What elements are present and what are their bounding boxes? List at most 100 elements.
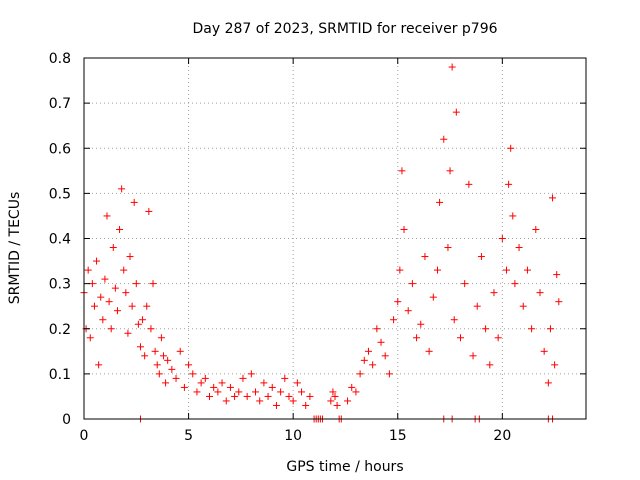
data-point [149,280,157,288]
data-point [231,392,239,400]
data-point [120,266,128,274]
data-point [360,356,368,364]
data-point [408,280,416,288]
data-point [400,225,408,233]
y-tick-label: 0 [62,412,71,428]
data-point [503,266,511,274]
data-point [107,325,115,333]
data-point [147,325,155,333]
data-point [136,343,144,351]
data-point [189,370,197,378]
data-point [498,235,506,242]
x-tick-label: 10 [284,428,302,444]
data-point [185,361,193,369]
data-point [515,244,523,252]
data-point [490,289,498,297]
data-point [95,361,103,369]
x-tick-label: 15 [389,428,407,444]
data-point [157,334,165,342]
data-point [122,289,130,297]
data-point [143,302,151,310]
data-point [344,397,352,405]
data-point [155,370,163,378]
data-point [277,388,285,396]
data-point [222,397,230,405]
data-point [413,334,421,342]
data-point [546,325,554,333]
data-point [329,388,337,396]
y-tick-label: 0.2 [49,322,71,338]
data-point [433,266,441,274]
data-point [128,302,136,310]
data-point [210,383,218,391]
y-tick-label: 0.4 [49,232,71,248]
data-point [544,379,552,387]
data-point [145,207,153,215]
data-point [348,383,356,391]
data-point [118,185,126,193]
data-point [90,302,98,310]
data-point [421,253,429,261]
data-point [289,397,297,405]
data-point [450,316,458,324]
data-point [356,370,364,378]
data-point [511,280,519,288]
data-point [553,271,561,279]
data-point [99,316,107,324]
data-point [164,356,172,364]
data-point [247,370,255,378]
data-point [390,316,398,324]
data-point [172,374,180,382]
chart-title: Day 287 of 2023, SRMTID for receiver p79… [192,21,497,37]
data-point [381,352,389,360]
data-point [352,388,360,396]
data-point [126,253,134,261]
data-point [239,374,247,382]
data-point [486,361,494,369]
data-point [113,307,121,315]
data-point [540,347,548,355]
data-point [364,347,372,355]
data-point [396,266,404,274]
data-point [159,352,167,360]
data-point [417,320,425,328]
y-tick-label: 0.6 [49,141,71,157]
x-tick-label: 20 [493,428,511,444]
data-point [141,352,149,360]
data-point [86,334,94,342]
data-point [377,338,385,346]
data-point [394,298,402,306]
data-point [134,320,142,328]
data-point [151,347,159,355]
data-point [404,307,412,315]
data-point [398,167,406,175]
data-point [93,257,101,265]
x-tick-label: 0 [80,428,89,444]
y-tick-label: 0.8 [49,51,71,67]
data-point [469,352,477,360]
data-point [549,194,557,202]
data-point [97,293,105,301]
data-point [218,379,226,387]
data-point [176,347,184,355]
data-point [268,383,276,391]
data-point [197,379,205,387]
data-point [111,284,119,292]
data-point [477,253,485,261]
data-point [264,392,272,400]
data-point [509,212,517,220]
data-point [206,392,213,400]
data-point [235,388,243,396]
data-point [452,108,460,116]
data-point [103,212,111,220]
y-tick-label: 0.1 [49,367,71,383]
data-point [444,244,452,252]
data-point [226,383,234,391]
data-point [482,325,490,333]
data-point [256,397,264,405]
data-point [260,379,268,387]
data-point [494,334,502,342]
data-point [555,298,563,306]
data-point [162,379,170,387]
data-point [285,392,293,400]
